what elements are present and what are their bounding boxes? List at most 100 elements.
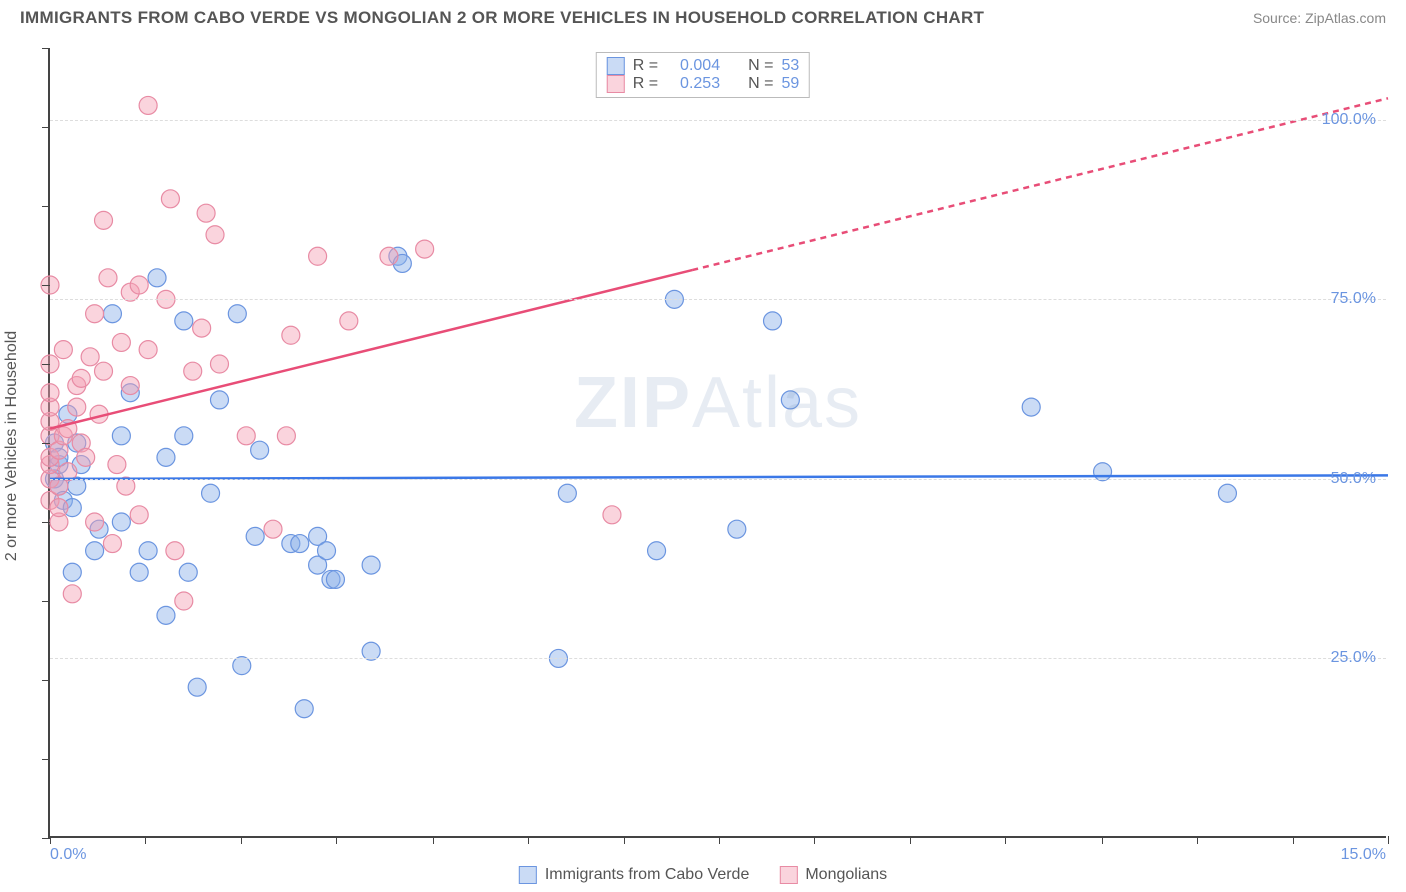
gridline-h [50,120,1386,121]
chart-plot-area: ZIPAtlas 25.0%50.0%75.0%100.0%0.0%15.0% [48,48,1386,838]
data-point [139,341,157,359]
legend-n-label: N = [748,57,773,75]
data-point [291,535,309,553]
y-tick-label: 50.0% [1331,470,1376,488]
legend-r-label: R = [633,57,658,75]
x-tick [145,836,146,844]
data-point [210,355,228,373]
x-tick [1293,836,1294,844]
x-tick [1102,836,1103,844]
data-point [112,333,130,351]
data-point [54,341,72,359]
x-tick [719,836,720,844]
data-point [63,563,81,581]
chart-title: IMMIGRANTS FROM CABO VERDE VS MONGOLIAN … [20,8,984,28]
data-point [175,592,193,610]
x-tick-label: 0.0% [50,846,86,864]
data-point [81,348,99,366]
legend-series-item: Immigrants from Cabo Verde [519,866,750,884]
data-point [166,542,184,560]
y-tick [42,601,50,602]
data-point [50,499,68,517]
data-point [157,606,175,624]
y-tick [42,285,50,286]
source-attribution: Source: ZipAtlas.com [1253,10,1386,26]
data-point [648,542,666,560]
data-point [139,542,157,560]
y-tick [42,759,50,760]
x-tick [624,836,625,844]
gridline-h [50,479,1386,480]
y-tick [42,838,50,839]
data-point [1218,484,1236,502]
data-point [184,362,202,380]
data-point [139,96,157,114]
data-point [112,427,130,445]
data-point [121,377,139,395]
data-point [264,520,282,538]
legend-swatch [607,75,625,93]
data-point [179,563,197,581]
data-point [103,535,121,553]
x-tick [241,836,242,844]
data-point [781,391,799,409]
data-point [416,240,434,258]
y-axis-label: 2 or more Vehicles in Household [3,331,21,561]
legend-swatch [607,57,625,75]
data-point [112,513,130,531]
legend-swatch [779,866,797,884]
data-point [130,276,148,294]
legend-r-value: 0.253 [666,75,720,93]
legend-series-item: Mongolians [779,866,887,884]
legend-correlation-row: R =0.253N =59 [607,75,799,93]
data-point [318,542,336,560]
data-point [197,204,215,222]
x-tick [1388,836,1389,844]
y-tick-label: 75.0% [1331,290,1376,308]
data-point [558,484,576,502]
x-tick [814,836,815,844]
data-point [95,211,113,229]
data-point [202,484,220,502]
data-point [148,269,166,287]
x-tick-label: 15.0% [1341,846,1386,864]
y-tick [42,48,50,49]
data-point [161,190,179,208]
x-tick [433,836,434,844]
gridline-h [50,658,1386,659]
legend-series: Immigrants from Cabo Verde Mongolians [513,864,893,886]
data-point [108,456,126,474]
x-tick [50,836,51,844]
data-point [175,312,193,330]
data-point [68,398,86,416]
data-point [99,269,117,287]
data-point [228,305,246,323]
x-tick [910,836,911,844]
scatter-svg [50,48,1386,836]
data-point [326,570,344,588]
legend-n-value: 53 [781,57,799,75]
data-point [237,427,255,445]
data-point [86,305,104,323]
x-tick [528,836,529,844]
data-point [130,506,148,524]
data-point [340,312,358,330]
y-tick [42,127,50,128]
data-point [63,585,81,603]
data-point [210,391,228,409]
data-point [41,384,59,402]
data-point [77,448,95,466]
legend-n-label: N = [748,75,773,93]
y-tick-label: 100.0% [1322,111,1376,129]
data-point [206,226,224,244]
data-point [295,700,313,718]
data-point [764,312,782,330]
data-point [175,427,193,445]
data-point [86,513,104,531]
data-point [193,319,211,337]
x-tick [1005,836,1006,844]
data-point [309,247,327,265]
legend-series-label: Mongolians [805,866,887,884]
data-point [380,247,398,265]
gridline-h [50,299,1386,300]
